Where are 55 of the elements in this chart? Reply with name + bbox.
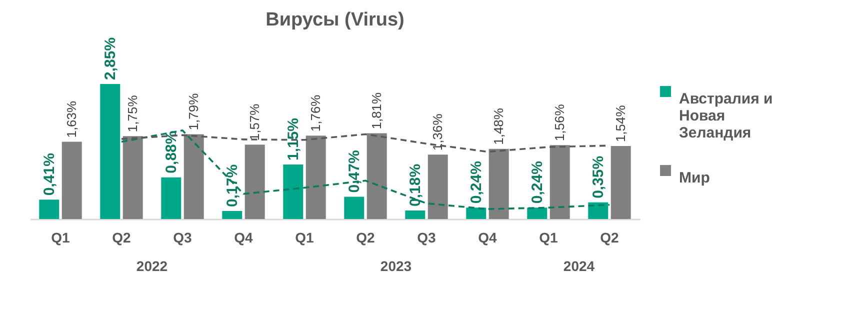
bar [100, 84, 120, 219]
data-label: 0,41% [41, 153, 58, 196]
bar [488, 148, 509, 219]
text: 2023 [380, 258, 412, 274]
data-label: 1,81% [368, 92, 384, 130]
bar [39, 200, 60, 219]
data-label: 1,63% [64, 100, 79, 138]
data-label: 1,57% [246, 103, 262, 141]
bar [161, 177, 182, 219]
data-label: 0,24% [468, 161, 486, 204]
bar [428, 154, 448, 219]
x-tick-label: Q1 [51, 230, 70, 246]
bar [527, 208, 548, 219]
bar [283, 164, 304, 219]
x-tick-label: Q2 [112, 230, 132, 246]
data-label: 0,24% [529, 161, 546, 204]
bar [244, 144, 265, 219]
chart-title: Вирусы (Virus) [266, 9, 404, 30]
data-label: 1,79% [186, 92, 201, 130]
data-label: 0,35% [590, 156, 608, 198]
text: 2024 [563, 258, 595, 274]
bar [122, 136, 143, 219]
bar [550, 145, 570, 219]
bar [184, 134, 204, 219]
bar [62, 142, 82, 219]
data-label: 1,75% [124, 94, 140, 132]
bar [222, 210, 242, 219]
data-label: 0,47% [346, 150, 364, 193]
x-tick-label: Q1 [539, 230, 558, 246]
data-label: 0,17% [224, 164, 242, 207]
x-tick-label: Q4 [234, 230, 254, 246]
x-tick-label: Q3 [417, 230, 436, 246]
bar [588, 202, 608, 219]
data-label: 1,15% [285, 118, 302, 161]
bar [610, 146, 631, 219]
legend-label: Австралия и Новая Зеландия [679, 90, 773, 142]
x-tick-label: Q2 [356, 230, 376, 246]
data-label: 1,48% [490, 108, 506, 145]
data-label: 1,36% [430, 113, 445, 151]
bar [306, 136, 326, 219]
data-label: 0,18% [407, 164, 424, 206]
bar [466, 208, 486, 219]
data-label: 1,76% [308, 94, 323, 132]
data-label: 1,54% [612, 104, 628, 142]
x-tick-label: Q3 [173, 230, 192, 246]
text: 2022 [136, 258, 168, 274]
bar [344, 196, 364, 219]
data-label: 2,85% [102, 37, 120, 80]
x-tick-label: Q4 [478, 230, 498, 246]
bar [405, 210, 426, 219]
bar [366, 133, 387, 219]
legend-label: Мир [679, 170, 710, 186]
x-tick-label: Q1 [295, 230, 314, 246]
x-tick-label: Q2 [600, 230, 620, 246]
data-label: 1,56% [552, 104, 567, 142]
